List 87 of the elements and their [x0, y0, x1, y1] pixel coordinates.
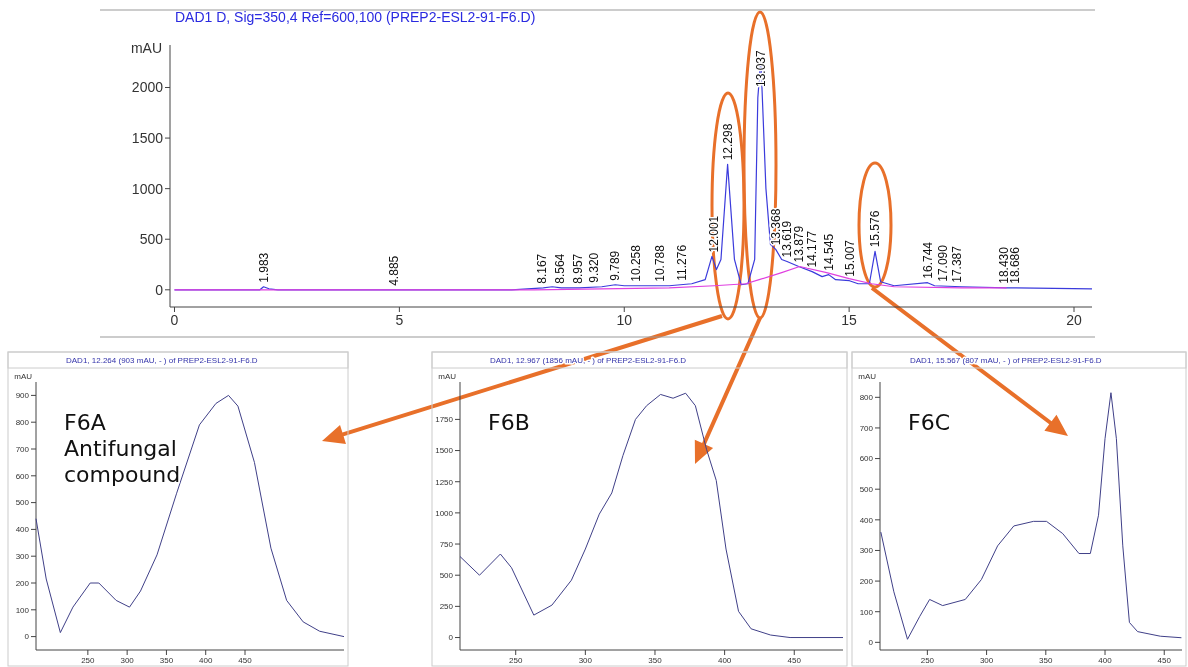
annotation: 12.298: [720, 123, 735, 161]
annotation: 18.430: [996, 246, 1011, 284]
x-tick-label: 5: [395, 312, 404, 329]
y-tick-label: 1500: [435, 446, 454, 456]
y-tick-label: 0: [24, 632, 30, 642]
y-tick-label: 250: [439, 602, 454, 612]
x-tick-label: 350: [1039, 656, 1054, 666]
y-tick-label: 100: [15, 605, 30, 615]
annotation: F6A Antifungal compound: [64, 410, 181, 487]
x-tick-label: 350: [159, 656, 174, 666]
x-tick-label: 400: [199, 656, 213, 666]
annotation: 12.001: [707, 215, 722, 253]
annotation: 13.037: [754, 49, 769, 87]
line-series: [459, 392, 844, 639]
annotation: 10.788: [652, 244, 667, 282]
x-tick-label: 250: [920, 656, 935, 666]
annotation: 16.744: [920, 241, 935, 279]
annotation: F6B: [488, 410, 530, 435]
y-tick-label: 1750: [435, 415, 454, 425]
y-tick-label: 800: [859, 393, 874, 403]
annotation: 14.177: [805, 230, 820, 268]
y-tick-label: 700: [15, 444, 30, 454]
annotation: 4.885: [387, 255, 402, 286]
x-tick-label: 15: [841, 312, 858, 329]
x-tick-label: 300: [578, 656, 593, 666]
y-tick-label: 1000: [131, 180, 164, 197]
x-tick-label: 450: [787, 656, 802, 666]
y-tick-label: 1500: [131, 129, 164, 146]
x-tick-label: 400: [1098, 656, 1113, 666]
x-tick-label: 250: [81, 656, 96, 666]
x-tick-label: 300: [979, 656, 994, 666]
annotation: 13.368: [768, 208, 783, 246]
x-tick-label: 0: [170, 312, 179, 329]
y-tick-label: 600: [15, 471, 30, 481]
x-tick-label: 400: [717, 656, 732, 666]
annotation: 17.387: [949, 245, 964, 283]
y-tick-label: 600: [859, 454, 874, 464]
y-tick-label: 700: [859, 423, 874, 433]
y-tick-label: 400: [15, 525, 30, 535]
y-tick-label: 1250: [435, 477, 454, 487]
y-axis-title: mAU: [858, 372, 877, 381]
y-tick-label: 500: [15, 498, 30, 508]
x-tick-label: 300: [120, 656, 135, 666]
annotation: 11.276: [674, 244, 689, 281]
y-tick-label: 300: [859, 546, 874, 556]
annotation: 1.983: [256, 252, 271, 283]
y-tick-label: 2000: [131, 79, 164, 96]
annotation: 14.545: [821, 233, 836, 271]
annotation: 18.686: [1008, 246, 1023, 284]
y-axis-title: mAU: [438, 372, 457, 381]
y-axis-title: mAU: [14, 372, 33, 381]
y-tick-label: 1000: [435, 508, 454, 518]
y-tick-label: 200: [15, 578, 30, 588]
chart-title: DAD1, 12.264 (903 mAU, - ) of PREP2-ESL2-91-F6.D: [66, 356, 258, 365]
x-tick-label: 20: [1066, 312, 1083, 329]
line-series: [880, 392, 1182, 640]
y-tick-label: 0: [868, 638, 874, 648]
y-tick-label: 500: [439, 571, 454, 581]
y-tick-label: 500: [139, 231, 164, 248]
y-tick-label: 800: [15, 418, 30, 427]
x-tick-label: 10: [616, 312, 633, 329]
x-tick-label: 450: [238, 656, 253, 666]
annotation: 8.564: [552, 253, 567, 284]
y-axis-title: mAU: [130, 40, 162, 56]
chart-title: DAD1 D, Sig=350,4 Ref=600,100 (PREP2-ESL2-91-F6.D): [175, 9, 536, 25]
annotation: 9.320: [586, 252, 601, 283]
y-tick-label: 300: [15, 552, 30, 561]
line-series: [35, 394, 345, 638]
x-tick-label: 350: [648, 656, 663, 666]
annotation: F6C: [908, 410, 951, 435]
annotation: 9.789: [607, 250, 622, 281]
y-tick-label: 200: [859, 576, 874, 586]
annotation: 15.007: [842, 239, 857, 277]
x-tick-label: 250: [509, 656, 523, 666]
annotation: 17.090: [936, 244, 951, 282]
y-tick-label: 500: [859, 485, 874, 494]
y-tick-label: 0: [155, 281, 164, 298]
y-tick-label: 750: [439, 539, 454, 549]
y-tick-label: 400: [859, 515, 874, 525]
x-tick-label: 450: [1157, 656, 1172, 666]
y-tick-label: 900: [15, 391, 30, 401]
annotation: 8.957: [570, 253, 585, 284]
y-tick-label: 0: [448, 633, 454, 643]
annotation: 10.258: [629, 244, 644, 282]
annotation: 15.576: [868, 210, 883, 248]
annotation: 8.167: [535, 253, 550, 284]
y-tick-label: 100: [859, 607, 874, 617]
